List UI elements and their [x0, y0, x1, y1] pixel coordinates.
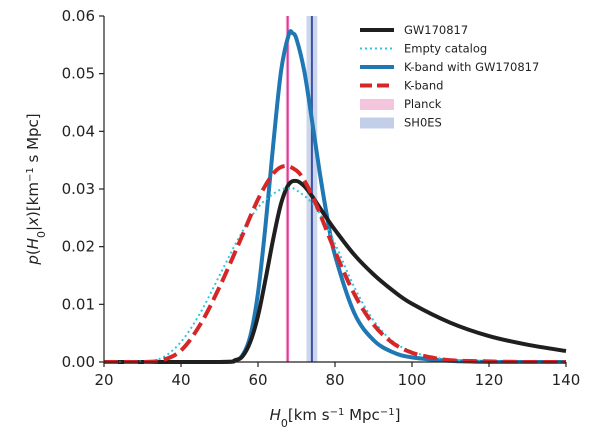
legend-swatch-sh0es [360, 117, 394, 129]
series-line-gw170817 [103, 178, 567, 364]
legend-label-k-band: K-band [404, 79, 443, 93]
legend-label-gw170817: GW170817 [404, 23, 468, 37]
y-tick-label: 0.04 [62, 122, 95, 140]
axes-layer: 20 40 60 80 100 120 140 0.00 0.01 0.02 0.03 0.04 0.0… [24, 7, 580, 430]
y-axis-title: p(H0|x)[km−1 s Mpc] [24, 113, 48, 265]
x-tick-label: 60 [248, 371, 267, 389]
y-tick-label: 0.02 [62, 238, 95, 256]
y-tick-label: 0.06 [62, 7, 95, 25]
legend: GW170817 Empty catalog K-band with GW17081… [360, 23, 539, 130]
legend-label-sh0es: SH0ES [404, 116, 442, 130]
legend-label-k-band-with-gw170817: K-band with GW170817 [404, 60, 539, 74]
series-line-k-band-with-gw170817 [103, 29, 566, 364]
legend-swatch-planck [360, 99, 394, 110]
x-tick-label: 120 [475, 371, 504, 389]
series-line-empty-catalog [103, 187, 566, 363]
y-tick-label: 0.01 [62, 295, 95, 313]
x-axis-title: H0[km s−1 Mpc−1] [270, 406, 401, 430]
bands-layer [285, 16, 318, 362]
y-tick-label: 0.05 [62, 65, 95, 83]
x-tick-label: 40 [171, 371, 190, 389]
x-tick-label: 140 [552, 371, 581, 389]
x-tick-label: 80 [325, 371, 344, 389]
y-tick-label: 0.03 [62, 180, 95, 198]
legend-label-planck: Planck [404, 97, 442, 111]
x-tick-label: 20 [94, 371, 113, 389]
series-layer [103, 29, 567, 364]
series-line-k-band [103, 163, 566, 364]
x-tick-label: 100 [398, 371, 427, 389]
legend-label-empty-catalog: Empty catalog [404, 42, 487, 56]
y-tick-label: 0.00 [62, 353, 95, 371]
